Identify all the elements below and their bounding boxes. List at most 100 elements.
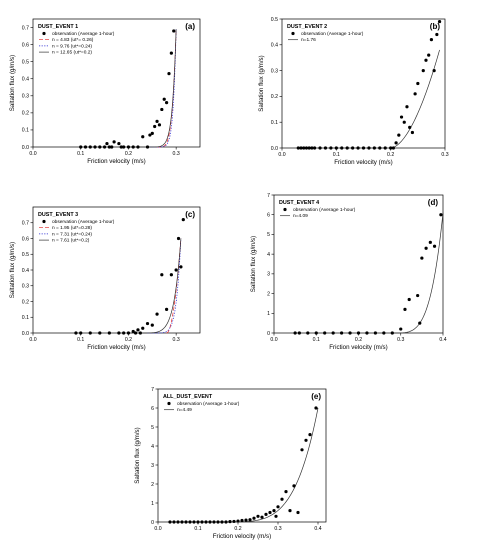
panel-5: 0.0 0.1 0.2 0.3 0.4 0 1 2 3 4 5 6 7 Friction velocity… [134,387,327,540]
panel-label: (d) [428,198,439,207]
data-point [176,236,181,241]
legend-marker [42,219,46,224]
x-tick-label: 0.2 [234,526,241,532]
data-point [432,69,436,73]
y-tick-label: 6 [267,213,270,219]
data-point [240,518,244,523]
x-tick-label: 0.1 [77,337,84,343]
data-point [334,146,338,150]
data-point [208,520,212,524]
data-point [112,140,116,144]
data-point [361,146,366,150]
y-tick-label: 7 [267,193,270,199]
y-tick-label: 0.0 [22,145,29,151]
data-point [382,331,386,335]
data-point [200,520,204,524]
data-point [169,273,173,277]
panel-label: (c) [185,210,195,219]
y-tick-label: 0.2 [22,299,29,305]
data-point [307,146,311,150]
y-tick-label: 0.0 [271,146,278,152]
data-point [408,125,412,129]
data-point [397,133,401,137]
legend-marker [42,31,46,36]
data-point [292,484,296,488]
data-point [413,92,417,96]
y-tick-label: 0.2 [271,94,278,100]
y-tick-label: 0.6 [22,236,29,242]
y-tick-label: 0 [267,331,270,337]
x-tick-label: 0.0 [154,526,161,532]
legend-entry: observation (Average 1-hour) [293,207,356,213]
data-point [224,520,228,524]
data-point [428,240,432,244]
y-axis-label: Saltation flux (g/m/s) [9,242,16,298]
data-point [297,331,301,335]
y-tick-label: 1 [151,501,154,507]
data-point [119,145,123,149]
data-point [252,516,256,520]
data-point [260,515,264,519]
legend-marker [283,207,287,212]
data-point [402,120,406,124]
x-tick-label: 0.0 [278,152,285,158]
data-point [299,146,303,150]
y-tick-label: 0.1 [271,120,278,126]
data-point [306,331,310,335]
y-tick-label: 0.2 [22,111,29,117]
x-axis-label: Friction velocity (m/s) [87,344,145,351]
y-tick-label: 0.0 [22,331,29,337]
data-point [98,331,102,335]
data-point [435,32,439,37]
data-point [165,101,169,105]
data-point [399,115,404,119]
data-point [264,512,268,517]
legend-entry: n=1.76 [301,37,316,43]
data-point [181,218,185,222]
data-point [176,520,180,524]
data-point [165,307,169,311]
data-point [399,327,403,331]
data-point [192,520,196,524]
data-point [429,38,434,42]
y-tick-label: 2 [151,482,154,488]
panel-label: (e) [311,392,321,401]
fit-curve [218,407,319,523]
data-point [107,145,111,149]
y-tick-label: 0.7 [22,221,29,227]
fit-curve [147,238,182,334]
data-point [126,145,131,149]
data-point [204,520,208,524]
data-point [367,146,371,150]
data-point [160,273,164,277]
legend-entry: n = 4.83 (ut*= 0.26) [52,37,94,43]
data-point [141,326,145,330]
data-point [310,146,314,150]
data-point [145,321,150,326]
data-point [314,406,318,410]
fit-curve [166,238,182,334]
data-point [418,321,422,325]
legend-marker [291,31,295,36]
y-tick-label: 0.3 [22,284,29,290]
y-tick-label: 0.6 [22,42,29,48]
data-point [174,268,178,272]
panel-4: 0.0 0.1 0.2 0.3 0.4 0 1 2 3 4 5 6 7 Friction velocity… [250,193,447,351]
legend-entry: n = 12.65 (ut*=0.2) [52,50,92,56]
y-axis-label: Saltation flux (g/m/s) [9,55,16,111]
y-tick-label: 2 [267,291,270,297]
data-point [220,520,224,524]
y-tick-label: 0.7 [22,25,29,31]
data-point [416,81,420,86]
data-point [288,509,292,513]
data-point [390,331,394,335]
data-point [172,29,176,33]
data-point [138,331,142,335]
data-point [167,72,171,76]
data-point [184,520,188,524]
data-point [212,520,216,524]
y-tick-label: 6 [151,406,154,412]
x-tick-label: 0.1 [333,152,340,158]
y-tick-label: 0.1 [22,128,29,134]
